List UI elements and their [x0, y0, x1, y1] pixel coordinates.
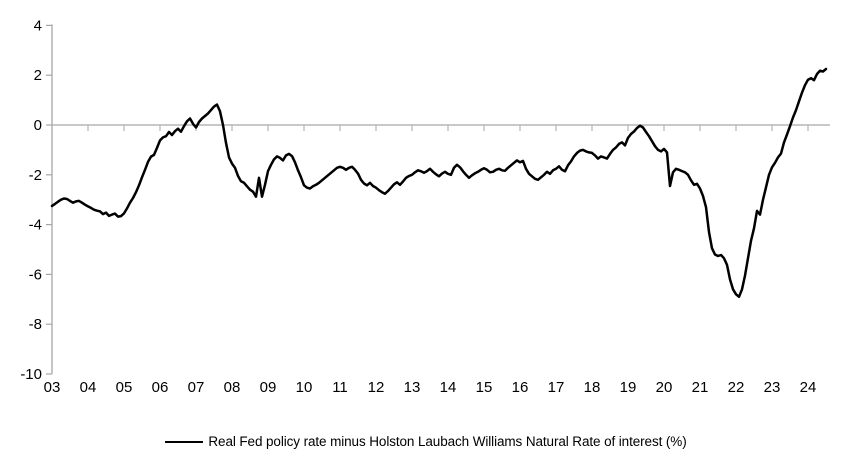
x-axis-label: 05	[116, 379, 133, 396]
x-axis-label: 24	[800, 379, 817, 396]
x-axis-label: 17	[548, 379, 565, 396]
x-axis-label: 12	[368, 379, 385, 396]
data-series-line	[50, 67, 828, 299]
x-axis-label: 03	[44, 379, 61, 396]
x-axis-label: 08	[224, 379, 241, 396]
x-axis-label: 06	[152, 379, 169, 396]
x-axis-label: 16	[512, 379, 529, 396]
x-axis-label: 13	[404, 379, 421, 396]
legend-line-sample	[165, 440, 204, 443]
x-axis-label: 18	[584, 379, 601, 396]
y-axis-label: -6	[29, 266, 42, 283]
y-axis-label: -4	[29, 217, 42, 234]
x-axis-label: 21	[692, 379, 709, 396]
x-axis-label: 19	[620, 379, 637, 396]
x-axis-label: 14	[440, 379, 457, 396]
y-axis-label: -10	[20, 366, 42, 383]
x-axis-label: 23	[764, 379, 781, 396]
x-axis-label: 22	[728, 379, 745, 396]
x-axis-label: 07	[188, 379, 205, 396]
y-axis-label: -8	[29, 316, 42, 333]
legend-label: Real Fed policy rate minus Holston Lauba…	[208, 434, 687, 449]
x-axis-label: 04	[80, 379, 97, 396]
y-axis-label: 2	[34, 67, 42, 84]
x-axis-label: 10	[296, 379, 313, 396]
x-axis-label: 09	[260, 379, 277, 396]
chart-legend: Real Fed policy rate minus Holston Lauba…	[0, 434, 852, 449]
x-axis-label: 20	[656, 379, 673, 396]
x-axis-label: 15	[476, 379, 493, 396]
y-axis-label: -2	[29, 167, 42, 184]
x-axis-label: 11	[332, 379, 348, 396]
y-axis-label: 0	[34, 117, 42, 134]
y-axis-label: 4	[34, 17, 42, 34]
